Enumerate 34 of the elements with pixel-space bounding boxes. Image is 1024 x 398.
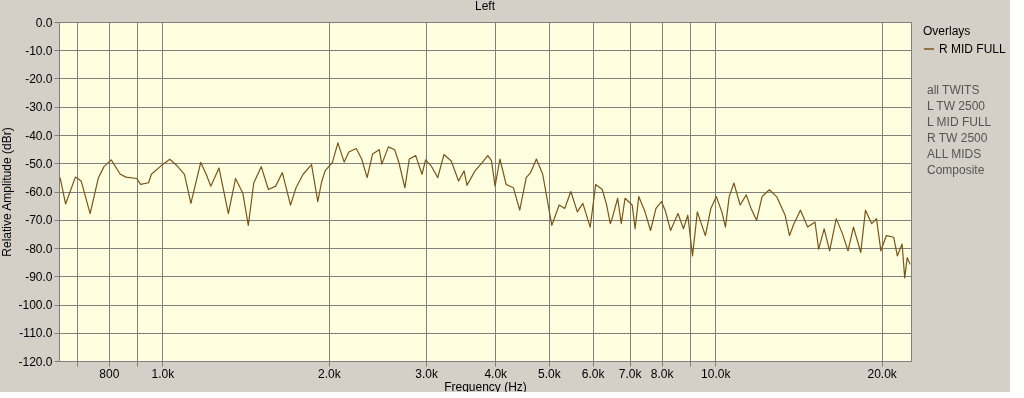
text: ALL MIDS (927, 147, 982, 161)
text: Composite (927, 163, 985, 177)
y-axis-title: Relative Amplitude (dBr) (0, 127, 15, 257)
y-tick-label: 0.0 (35, 15, 53, 30)
y-tick-label: -70.0 (25, 213, 53, 228)
x-tick-label: 5.0k (537, 366, 562, 381)
y-tick-label: -10.0 (25, 43, 53, 58)
legend-label: R MID FULL (939, 42, 1006, 56)
y-tick-label: -90.0 (25, 269, 53, 284)
x-tick-label: 1.0k (151, 366, 176, 381)
chart-title: Left (474, 0, 496, 13)
text: L MID FULL (927, 115, 992, 129)
y-tick-label: -120.0 (18, 354, 53, 369)
x-tick-label: 800 (99, 366, 120, 381)
y-tick-label: -50.0 (25, 156, 53, 171)
y-tick-label: -110.0 (19, 326, 53, 341)
x-tick-label: 6.0k (581, 366, 606, 381)
text: R TW 2500 (927, 131, 988, 145)
x-tick-label: 3.0k (415, 366, 440, 381)
x-tick-label: 2.0k (318, 366, 342, 381)
x-tick-label: 8.0k (650, 366, 675, 381)
y-tick-label: -20.0 (25, 72, 53, 86)
legend-title: Overlays (923, 24, 971, 38)
x-tick-label: 20.0k (867, 366, 898, 381)
y-tick-label: -30.0 (25, 100, 53, 115)
y-tick-label: -40.0 (25, 128, 53, 143)
x-tick-label: 4.0k (484, 366, 509, 381)
text: all TWITS (927, 83, 980, 97)
x-tick-label: 10.0k (701, 366, 732, 381)
x-tick-label: 7.0k (618, 366, 643, 381)
text: L TW 2500 (927, 99, 986, 113)
y-tick-label: -80.0 (25, 241, 53, 256)
y-tick-label: -100.0 (18, 298, 53, 312)
y-tick-label: -60.0 (25, 185, 53, 199)
